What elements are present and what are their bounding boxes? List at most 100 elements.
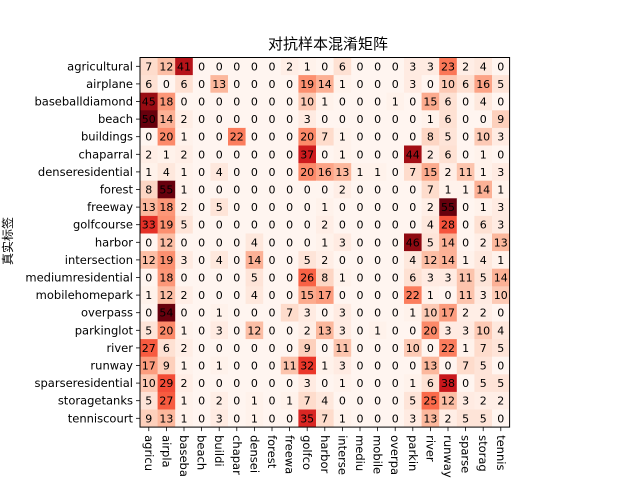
cell-value-label: 0 bbox=[409, 219, 416, 232]
cell-value-label: 2 bbox=[181, 342, 188, 355]
cell-value-label: 0 bbox=[251, 78, 258, 91]
heatmap-cell bbox=[368, 286, 387, 305]
heatmap-cell bbox=[333, 374, 352, 393]
cell-value-label: 3 bbox=[304, 113, 311, 126]
heatmap-cell bbox=[280, 251, 299, 270]
heatmap-cell bbox=[439, 391, 458, 410]
cell-value-label: 2 bbox=[427, 201, 434, 214]
heatmap-cell bbox=[298, 163, 317, 182]
heatmap-cell bbox=[298, 268, 317, 287]
cell-value-label: 3 bbox=[445, 324, 452, 337]
cell-value-label: 13 bbox=[318, 324, 332, 337]
heatmap-cell bbox=[157, 145, 176, 164]
cell-value-label: 0 bbox=[374, 289, 381, 302]
cell-value-label: 0 bbox=[357, 219, 364, 232]
heatmap-cell bbox=[456, 374, 475, 393]
cell-value-label: 3 bbox=[216, 412, 223, 425]
cell-value-label: 0 bbox=[462, 113, 469, 126]
cell-value-label: 0 bbox=[251, 184, 258, 197]
heatmap-cell bbox=[192, 251, 211, 270]
cell-value-label: 0 bbox=[321, 184, 328, 197]
cell-value-label: 0 bbox=[286, 272, 293, 285]
cell-value-label: 0 bbox=[357, 377, 364, 390]
heatmap-cell bbox=[280, 92, 299, 111]
cell-value-label: 10 bbox=[494, 289, 508, 302]
cell-value-label: 0 bbox=[392, 289, 399, 302]
cell-value-label: 0 bbox=[198, 113, 205, 126]
heatmap-cell bbox=[157, 57, 176, 76]
cell-value-label: 3 bbox=[181, 254, 188, 267]
heatmap-cell bbox=[263, 409, 282, 428]
heatmap-cell bbox=[316, 92, 334, 111]
heatmap-cell bbox=[228, 374, 246, 393]
cell-value-label: 0 bbox=[497, 96, 504, 109]
cell-value-label: 0 bbox=[374, 272, 381, 285]
heatmap-cell bbox=[175, 92, 194, 111]
cell-value-label: 8 bbox=[427, 131, 434, 144]
cell-value-label: 8 bbox=[145, 184, 152, 197]
heatmap-cell bbox=[228, 57, 246, 76]
cell-value-label: 0 bbox=[233, 96, 240, 109]
cell-value-label: 11 bbox=[335, 342, 349, 355]
cell-value-label: 0 bbox=[269, 360, 276, 373]
cell-value-label: 0 bbox=[462, 131, 469, 144]
cell-value-label: 22 bbox=[406, 289, 420, 302]
cell-value-label: 0 bbox=[357, 131, 364, 144]
cell-value-label: 0 bbox=[392, 219, 399, 232]
heatmap-cell bbox=[368, 163, 387, 182]
heatmap-cell bbox=[245, 268, 264, 287]
heatmap-cell bbox=[421, 233, 440, 252]
cell-value-label: 55 bbox=[159, 184, 173, 197]
cell-value-label: 4 bbox=[216, 166, 223, 179]
cell-value-label: 0 bbox=[445, 289, 452, 302]
heatmap-cell bbox=[175, 356, 194, 375]
cell-value-label: 1 bbox=[145, 289, 152, 302]
cell-value-label: 0 bbox=[216, 60, 223, 73]
heatmap-cell bbox=[351, 303, 370, 322]
heatmap-cell bbox=[263, 127, 282, 146]
cell-value-label: 7 bbox=[145, 60, 152, 73]
heatmap-cell bbox=[175, 215, 194, 234]
cell-value-label: 7 bbox=[321, 412, 328, 425]
cell-value-label: 0 bbox=[269, 131, 276, 144]
heatmap-cell bbox=[492, 374, 510, 393]
heatmap-cell bbox=[263, 356, 282, 375]
cell-value-label: 1 bbox=[374, 324, 381, 337]
heatmap-cell bbox=[351, 409, 370, 428]
heatmap-cell bbox=[210, 251, 229, 270]
cell-value-label: 2 bbox=[445, 412, 452, 425]
cell-value-label: 29 bbox=[159, 377, 173, 390]
heatmap-cell bbox=[333, 57, 352, 76]
cell-value-label: 0 bbox=[286, 131, 293, 144]
x-tick-label: overpa bbox=[388, 435, 402, 475]
x-tick-label: agricu bbox=[142, 435, 156, 471]
cell-value-label: 20 bbox=[300, 166, 314, 179]
cell-value-label: 22 bbox=[441, 342, 455, 355]
cell-value-label: 4 bbox=[321, 395, 328, 408]
heatmap-cell bbox=[157, 198, 176, 217]
cell-value-label: 0 bbox=[339, 289, 346, 302]
heatmap-cell bbox=[140, 303, 158, 322]
cell-value-label: 0 bbox=[233, 78, 240, 91]
y-tick-label: tenniscourt bbox=[68, 411, 134, 425]
cell-value-label: 0 bbox=[233, 60, 240, 73]
heatmap-cell bbox=[245, 391, 264, 410]
heatmap-cell bbox=[140, 180, 158, 199]
x-axis-ticks: agricu airpla baseba beach buildi chapar dense… bbox=[142, 427, 508, 478]
heatmap-cell bbox=[404, 321, 422, 340]
heatmap-cell bbox=[192, 339, 211, 358]
cell-value-label: 5 bbox=[462, 412, 469, 425]
cell-value-label: 0 bbox=[233, 113, 240, 126]
heatmap-cell bbox=[474, 409, 493, 428]
chart-title: 对抗样本混淆矩阵 bbox=[268, 35, 388, 53]
y-tick-label: mobilehomepark bbox=[36, 288, 134, 302]
heatmap-cell bbox=[245, 180, 264, 199]
heatmap-cell bbox=[210, 145, 229, 164]
heatmap-cell bbox=[368, 339, 387, 358]
heatmap-cell bbox=[368, 180, 387, 199]
x-tick-label: baseba bbox=[177, 435, 191, 477]
heatmap-cell bbox=[439, 286, 458, 305]
heatmap-cell bbox=[421, 163, 440, 182]
heatmap-cell bbox=[404, 127, 422, 146]
cell-value-label: 0 bbox=[374, 60, 381, 73]
